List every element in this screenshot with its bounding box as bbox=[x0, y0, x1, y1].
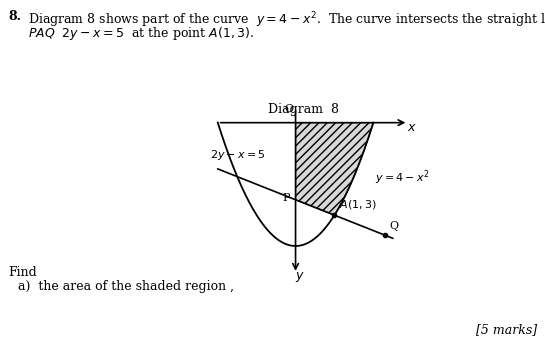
Text: a)  the area of the shaded region ,: a) the area of the shaded region , bbox=[18, 280, 234, 293]
Text: O: O bbox=[284, 104, 293, 114]
Text: $PAQ$  $2y - x = 5$  at the point $A(1, 3)$.: $PAQ$ $2y - x = 5$ at the point $A(1, 3)… bbox=[28, 25, 254, 42]
Text: [5 marks]: [5 marks] bbox=[476, 323, 537, 336]
Text: 8.: 8. bbox=[8, 10, 21, 23]
Text: Diagram  8: Diagram 8 bbox=[268, 103, 339, 116]
Text: P: P bbox=[283, 193, 290, 203]
Text: $y = 4 - x^2$: $y = 4 - x^2$ bbox=[376, 169, 430, 188]
Text: Diagram 8 shows part of the curve  $y = 4 - x^2$.  The curve intersects the stra: Diagram 8 shows part of the curve $y = 4… bbox=[28, 10, 545, 30]
Polygon shape bbox=[295, 122, 373, 215]
Text: $A(1, 3)$: $A(1, 3)$ bbox=[340, 198, 377, 211]
Text: $2y - x = 5$: $2y - x = 5$ bbox=[210, 148, 265, 162]
Text: Q: Q bbox=[389, 221, 398, 231]
Text: Find: Find bbox=[8, 266, 37, 279]
Text: $y$: $y$ bbox=[295, 270, 305, 284]
Text: $x$: $x$ bbox=[407, 121, 417, 134]
